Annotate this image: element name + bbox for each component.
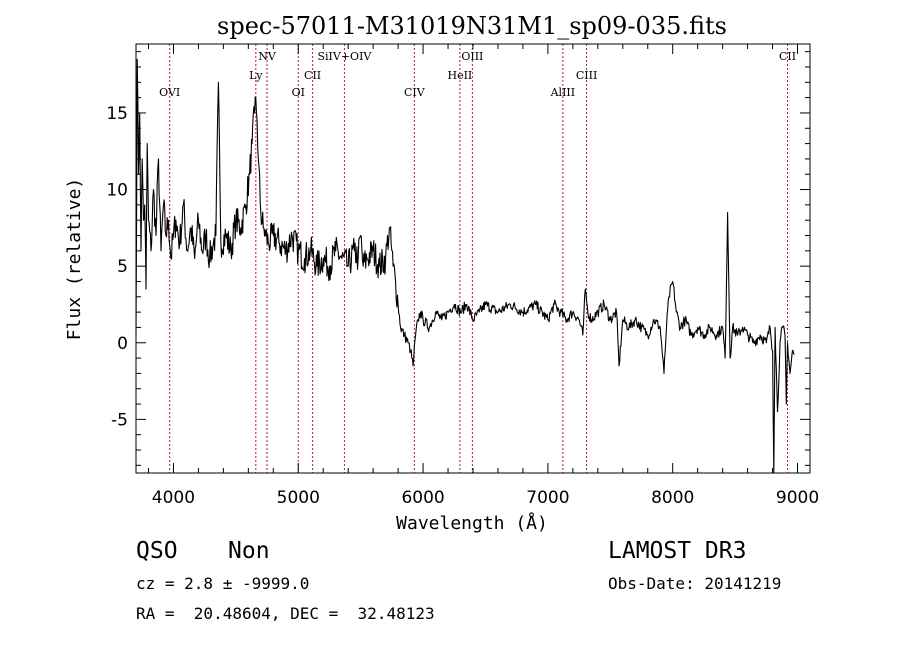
x-tick-label-5: 9000: [776, 488, 819, 508]
emission-line-markers: OVI Ly NV OI CII SiIV+OIV CIV HeII OIII AlIIICIII…: [159, 44, 796, 473]
plot-frame: [135, 43, 811, 474]
emission-label-0: OVI: [159, 86, 180, 99]
obs-date: Obs-Date: 20141219: [608, 574, 782, 593]
emission-label-2: NV: [258, 50, 277, 63]
ra-dec: RA = 20.48604, DEC = 32.48123: [136, 604, 435, 623]
object-subclass: Non: [228, 538, 270, 564]
x-tick-label-3: 7000: [526, 488, 569, 508]
emission-label-10: CIII: [576, 69, 597, 82]
emission-label-8: OIII: [461, 50, 483, 63]
y-axis-label: Flux (relative): [64, 178, 85, 341]
axis-ticks: 4000 5000 6000 7000 8000 9000 -5 0 5 10 15: [106, 44, 819, 508]
emission-label-1: Ly: [249, 69, 263, 82]
y-tick-label-2: 5: [117, 257, 128, 277]
emission-label-3: OI: [292, 86, 305, 99]
x-tick-label-2: 6000: [401, 488, 444, 508]
y-tick-label-1: 0: [117, 334, 128, 354]
survey-name: LAMOST DR3: [608, 538, 747, 564]
emission-label-6: CIV: [404, 86, 426, 99]
emission-label-4: CII: [304, 69, 321, 82]
x-tick-label-4: 8000: [651, 488, 694, 508]
chart-title: spec-57011-M31019N31M1_sp09-035.fits: [217, 12, 727, 40]
y-tick-label-4: 15: [106, 104, 128, 124]
spectrum-line: [135, 58, 795, 474]
object-class: QSO: [136, 538, 178, 564]
y-tick-label-0: -5: [111, 410, 128, 430]
x-tick-label-0: 4000: [152, 488, 195, 508]
emission-label-11: CII: [779, 50, 796, 63]
x-axis-label: Wavelength (Å): [396, 512, 548, 534]
emission-label-5: SiIV+OIV: [318, 50, 373, 63]
y-tick-label-3: 10: [106, 181, 128, 201]
emission-label-9: AlIII: [550, 86, 576, 99]
x-tick-label-1: 5000: [277, 488, 320, 508]
emission-label-7: HeII: [447, 69, 472, 82]
redshift-cz: cz = 2.8 ± -9999.0: [136, 574, 310, 593]
